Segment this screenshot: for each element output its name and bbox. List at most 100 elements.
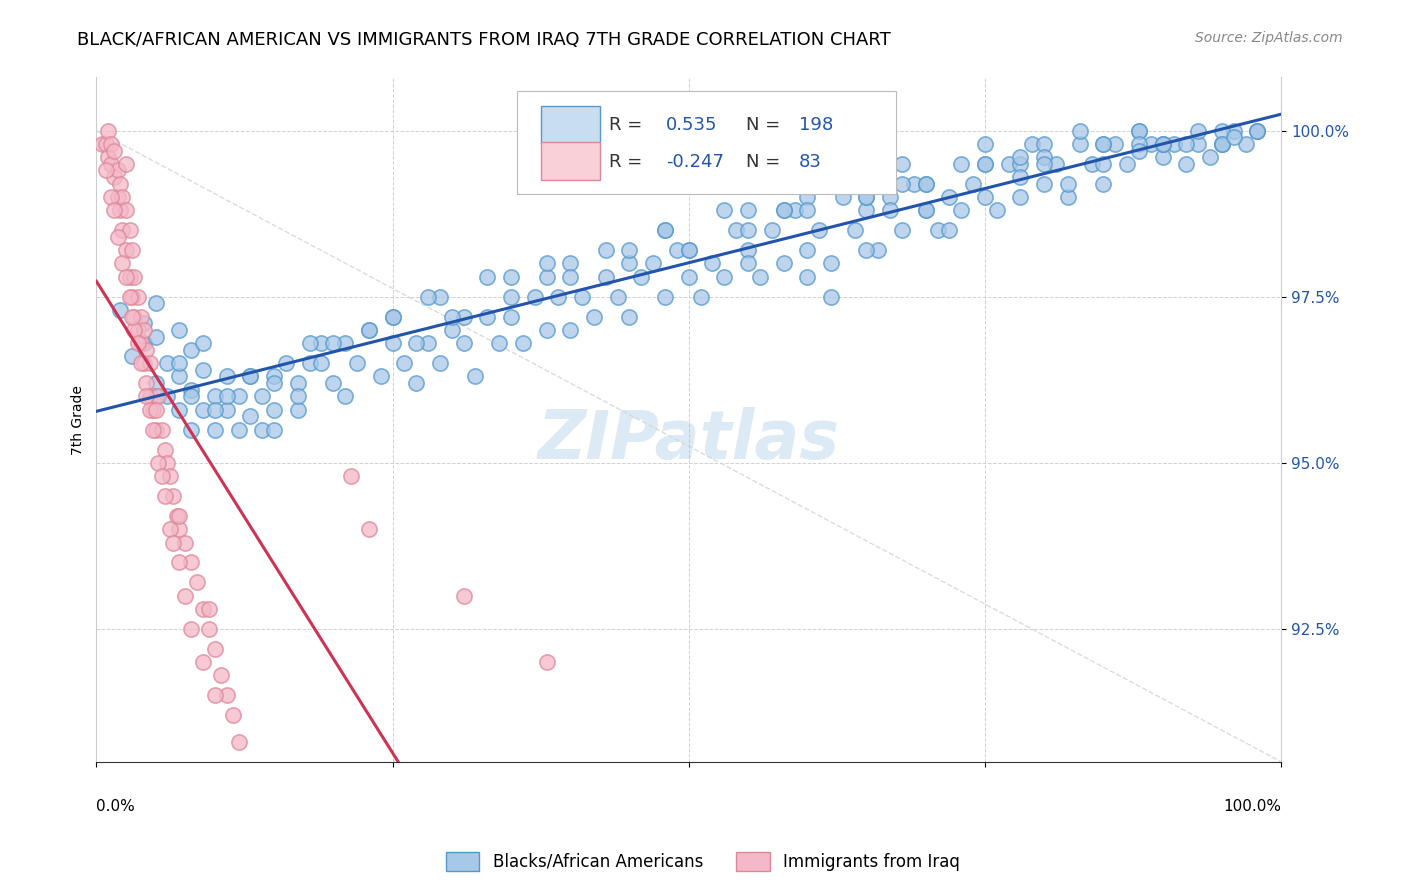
Point (115, 157, 138, 171)
Point (108, 203, 131, 218)
Point (1199, 150, 1222, 164)
Point (239, 409, 262, 424)
Point (135, 343, 157, 357)
Point (209, 668, 232, 682)
Point (1092, 136, 1115, 151)
Point (100, 190, 122, 204)
Point (1033, 177, 1056, 191)
Point (204, 402, 226, 417)
Point (169, 402, 191, 417)
Point (94, 136, 117, 151)
Point (855, 190, 877, 204)
Point (103, 144, 125, 158)
Point (228, 735, 250, 749)
Point (198, 602, 221, 616)
Point (127, 336, 149, 351)
Point (785, 203, 807, 218)
Point (678, 243, 700, 257)
Point (121, 350, 143, 364)
Point (156, 356, 179, 370)
Point (263, 376, 285, 390)
Point (333, 389, 356, 403)
Point (156, 389, 179, 403)
Point (1128, 144, 1150, 158)
Point (311, 336, 333, 351)
Text: 83: 83 (799, 153, 821, 170)
Point (198, 622, 221, 636)
Point (405, 376, 427, 390)
Point (1033, 150, 1056, 164)
Point (298, 356, 321, 370)
Point (1163, 136, 1185, 151)
Point (796, 190, 818, 204)
Point (127, 323, 149, 337)
Point (191, 602, 214, 616)
Point (986, 203, 1008, 218)
Text: -0.247: -0.247 (666, 153, 724, 170)
Point (595, 243, 617, 257)
Point (221, 708, 243, 723)
Point (1116, 157, 1139, 171)
Point (855, 190, 877, 204)
Point (166, 508, 188, 523)
Point (1152, 136, 1174, 151)
Point (950, 203, 973, 218)
Point (191, 363, 214, 377)
Point (153, 442, 176, 457)
Point (1246, 123, 1268, 137)
Point (974, 190, 997, 204)
Point (97, 123, 120, 137)
Point (138, 389, 160, 403)
Point (107, 230, 129, 244)
Point (1139, 136, 1161, 151)
Point (180, 343, 202, 357)
Point (808, 223, 831, 237)
Point (571, 290, 593, 304)
Point (512, 336, 534, 351)
Point (121, 290, 143, 304)
Point (180, 389, 202, 403)
Point (145, 376, 167, 390)
Point (121, 310, 143, 324)
Point (131, 336, 153, 351)
Point (357, 323, 380, 337)
Point (429, 290, 451, 304)
Point (453, 310, 475, 324)
Point (215, 689, 238, 703)
Point (1246, 123, 1268, 137)
Point (103, 203, 125, 218)
Point (228, 423, 250, 437)
Point (643, 256, 665, 270)
Point (1128, 136, 1150, 151)
Point (169, 323, 191, 337)
Point (891, 223, 914, 237)
Point (1010, 157, 1032, 171)
Point (340, 469, 363, 483)
Point (477, 310, 499, 324)
Point (560, 256, 582, 270)
Point (665, 243, 688, 257)
Point (145, 296, 167, 310)
Point (228, 389, 250, 403)
Point (204, 389, 226, 403)
Point (186, 575, 208, 590)
Text: BLACK/AFRICAN AMERICAN VS IMMIGRANTS FROM IRAQ 7TH GRADE CORRELATION CHART: BLACK/AFRICAN AMERICAN VS IMMIGRANTS FRO… (77, 31, 891, 49)
Point (333, 336, 356, 351)
Point (250, 423, 273, 437)
Point (619, 243, 641, 257)
Point (298, 336, 321, 351)
Point (180, 423, 202, 437)
Point (191, 655, 214, 669)
Text: R =: R = (609, 116, 648, 135)
Point (146, 389, 169, 403)
Text: 198: 198 (799, 116, 834, 135)
Point (215, 369, 238, 384)
Point (1211, 136, 1233, 151)
Point (737, 203, 759, 218)
Point (107, 190, 129, 204)
Point (1187, 136, 1209, 151)
Point (381, 310, 404, 324)
Point (831, 177, 853, 191)
Point (346, 356, 368, 370)
Point (464, 369, 486, 384)
